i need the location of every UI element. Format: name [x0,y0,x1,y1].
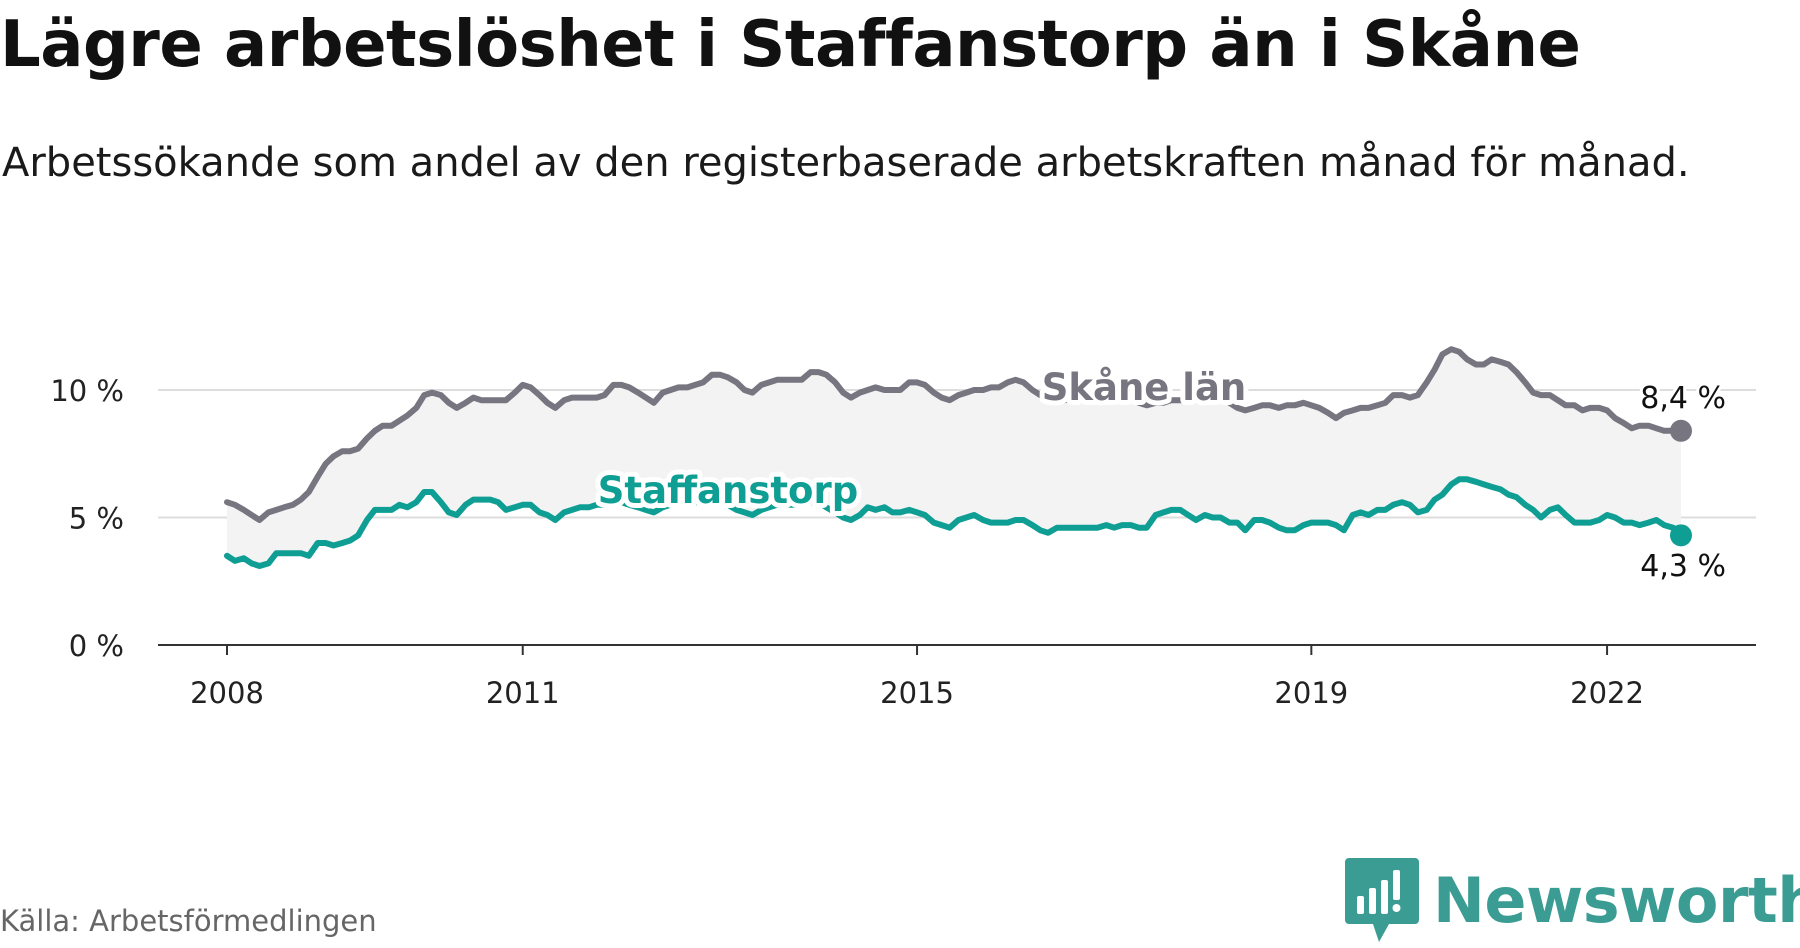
newsworthy-logo: Newsworthy [1345,858,1800,944]
newsworthy-logo-icon [1345,858,1419,942]
chart-title: Lägre arbetslöshet i Staffanstorp än i S… [0,8,1581,82]
source-note: Källa: Arbetsförmedlingen [0,904,377,938]
series-line-skane [224,346,1684,523]
x-tick-label: 2011 [486,676,560,710]
y-tick-label: 5 % [69,502,124,536]
series-label-skane: Skåne län [1042,366,1247,409]
x-tick-label: 2019 [1274,676,1348,710]
series-labels: Skåne län Staffanstorp 8,4 % 4,3 % [593,361,1729,587]
x-tick-label: 2022 [1570,676,1644,710]
x-axis [158,644,1756,655]
x-tick-label: 2015 [880,676,954,710]
y-axis-labels: 0 % 5 % 10 % [50,374,124,663]
range-band-area [227,349,1681,566]
end-label-staffanstorp: 4,3 % [1640,549,1726,584]
brand-name: Newsworthy [1433,864,1800,937]
range-band [227,349,1681,566]
end-marker-skane [1670,419,1692,442]
y-tick-label: 0 % [69,629,124,663]
chart-subtitle: Arbetssökande som andel av den registerb… [2,140,1690,186]
end-label-skane: 8,4 % [1640,381,1726,416]
series-label-staffanstorp: Staffanstorp [598,469,858,512]
end-marker-staffanstorp [1670,524,1692,547]
y-tick-label: 10 % [50,374,124,408]
x-tick-label: 2008 [190,676,264,710]
series-line-staffanstorp [224,476,1684,569]
series-lines [224,346,1692,569]
x-axis-labels: 2008 2011 2015 2019 2022 [190,676,1644,710]
